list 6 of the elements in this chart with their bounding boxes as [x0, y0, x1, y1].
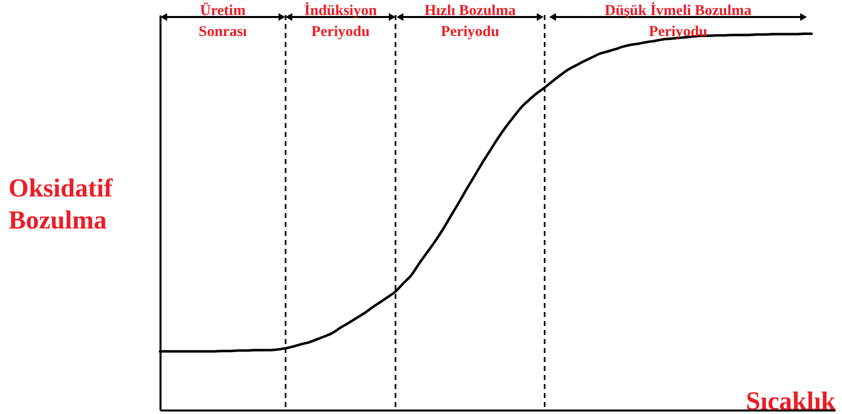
- annotation: Hızlı Bozulma Periyodu: [424, 3, 516, 40]
- annotation: İndüksiyon Periyodu: [304, 2, 378, 40]
- x-axis-title: Sıcaklık: [746, 386, 836, 414]
- y-axis-title: Oksidatif Bozulma: [8, 174, 113, 234]
- annotation: Düşük İvmeli Bozulma Periyodu: [604, 2, 752, 40]
- annotation: Üretim Sonrası: [198, 2, 247, 40]
